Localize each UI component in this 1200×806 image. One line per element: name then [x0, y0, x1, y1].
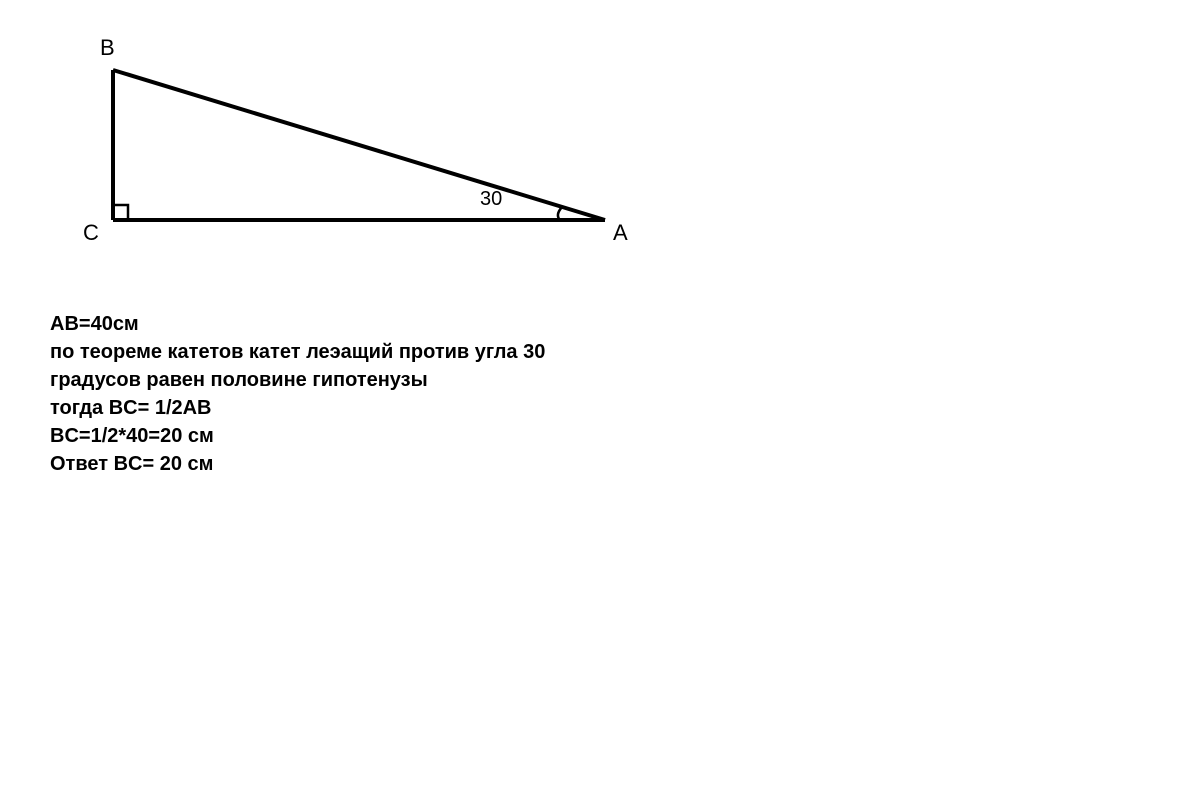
vertex-label-c: C — [83, 220, 99, 246]
angle-30-label: 30 — [480, 188, 502, 211]
solution-block: AB=40см по теореме катетов катет леэащий… — [50, 310, 545, 478]
solution-line-4: тогда BC= 1/2AB — [50, 394, 545, 422]
right-angle-marker — [113, 205, 128, 220]
solution-line-1: AB=40см — [50, 310, 545, 338]
vertex-label-b: B — [100, 35, 115, 61]
side-ab — [113, 70, 605, 220]
solution-line-2: по теореме катетов катет леэащий против … — [50, 338, 545, 366]
triangle-diagram: B C A 30 — [65, 40, 665, 270]
solution-line-3: градусов равен половине гипотенузы — [50, 366, 545, 394]
solution-line-5: BC=1/2*40=20 см — [50, 422, 545, 450]
solution-line-6: Ответ BC= 20 см — [50, 450, 545, 478]
vertex-label-a: A — [613, 220, 628, 246]
triangle-svg — [65, 40, 665, 270]
